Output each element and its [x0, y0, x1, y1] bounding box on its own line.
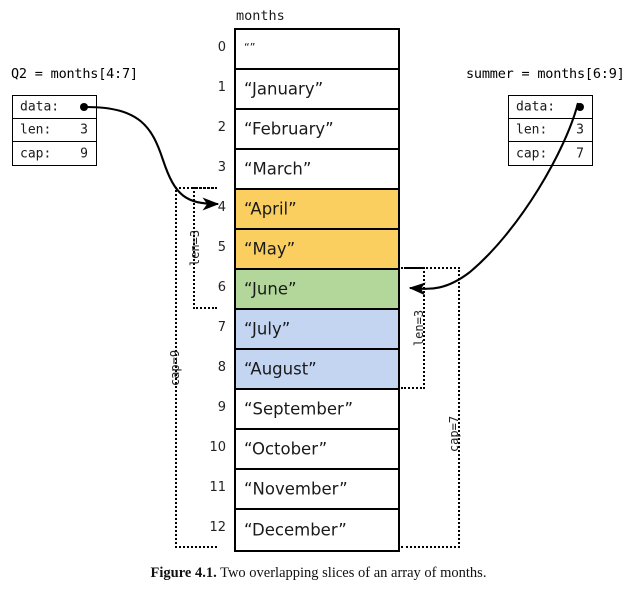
array-cell-0: “” — [236, 30, 398, 70]
q2-data-label: data: — [20, 99, 60, 115]
array-index-0: 0 — [217, 40, 226, 55]
months-array: “” “January” “February” “March” “April” “May”… — [234, 28, 400, 552]
array-cell-5: “May” — [236, 230, 398, 270]
q2-data-field-row: data: — [13, 96, 96, 119]
q2-len-field-row: len: 3 — [13, 119, 96, 142]
array-cell-3: “March” — [236, 150, 398, 190]
q2-slice-expression: Q2 = months[4:7] — [11, 66, 138, 82]
summer-cap-bracket — [401, 267, 460, 548]
array-cell-value-11: “November” — [244, 479, 348, 499]
array-cell-2: “February” — [236, 110, 398, 150]
array-index-9: 9 — [217, 400, 226, 415]
array-index-3: 3 — [217, 160, 226, 175]
array-title: months — [236, 8, 285, 24]
array-index-5: 5 — [217, 240, 226, 255]
array-cell-value-2: “February” — [244, 119, 334, 139]
array-index-11: 11 — [209, 480, 226, 495]
q2-len-value: 3 — [80, 122, 88, 138]
array-cell-value-7: “July” — [244, 319, 291, 339]
array-cell-7: “July” — [236, 310, 398, 350]
array-cell-8: “August” — [236, 350, 398, 390]
array-index-10: 10 — [209, 440, 226, 455]
array-index-8: 8 — [217, 360, 226, 375]
array-cell-value-8: “August” — [244, 359, 317, 379]
summer-len-field-row: len: 3 — [509, 119, 592, 142]
summer-len-bracket-label: len=3 — [412, 309, 426, 347]
array-index-column: 0 1 2 3 4 5 6 7 8 9 10 11 12 — [196, 28, 226, 548]
q2-cap-field-row: cap: 9 — [13, 142, 96, 165]
array-cell-6: “June” — [236, 270, 398, 310]
array-cell-value-6: “June” — [244, 279, 297, 299]
array-cell-4: “April” — [236, 190, 398, 230]
array-index-2: 2 — [217, 120, 226, 135]
summer-slice-header-struct: data: len: 3 cap: 7 — [508, 95, 593, 166]
array-index-4: 4 — [217, 200, 226, 215]
array-cell-12: “December” — [236, 510, 398, 550]
caption-text: Two overlapping slices of an array of mo… — [220, 565, 487, 581]
q2-cap-label: cap: — [20, 146, 52, 161]
array-cell-value-4: “April” — [244, 199, 297, 219]
array-cell-value-9: “September” — [244, 399, 353, 419]
q2-cap-value: 9 — [80, 146, 88, 161]
q2-cap-bracket-label: cap=9 — [168, 349, 182, 387]
summer-data-field-row: data: — [509, 96, 592, 119]
array-cell-value-10: “October” — [244, 439, 328, 459]
summer-len-label: len: — [516, 122, 548, 138]
array-index-12: 12 — [209, 520, 226, 535]
summer-cap-bracket-label: cap=7 — [447, 415, 461, 453]
q2-len-bracket-label: len=3 — [188, 229, 202, 267]
q2-data-pointer-dot — [80, 103, 88, 111]
array-cell-9: “September” — [236, 390, 398, 430]
q2-slice-header-struct: data: len: 3 cap: 9 — [12, 95, 97, 166]
summer-slice-expression: summer = months[6:9] — [466, 66, 625, 82]
array-cell-10: “October” — [236, 430, 398, 470]
array-cell-1: “January” — [236, 70, 398, 110]
array-cell-value-3: “March” — [244, 159, 312, 179]
array-index-7: 7 — [217, 320, 226, 335]
summer-cap-field-row: cap: 7 — [509, 142, 592, 165]
array-index-1: 1 — [217, 80, 226, 95]
array-index-6: 6 — [217, 280, 226, 295]
summer-cap-label: cap: — [516, 146, 548, 161]
array-cell-11: “November” — [236, 470, 398, 510]
summer-data-pointer-dot — [576, 103, 584, 111]
caption-number: Figure 4.1. — [150, 565, 217, 581]
summer-data-label: data: — [516, 99, 556, 115]
array-cell-value-5: “May” — [244, 239, 296, 259]
array-cell-value-1: “January” — [244, 79, 324, 99]
array-cell-value-0: “” — [244, 41, 256, 54]
summer-len-value: 3 — [576, 122, 584, 138]
q2-len-label: len: — [20, 122, 52, 138]
summer-cap-value: 7 — [576, 146, 584, 161]
figure-caption: Figure 4.1. Two overlapping slices of an… — [0, 565, 637, 582]
array-cell-value-12: “December” — [244, 520, 347, 540]
